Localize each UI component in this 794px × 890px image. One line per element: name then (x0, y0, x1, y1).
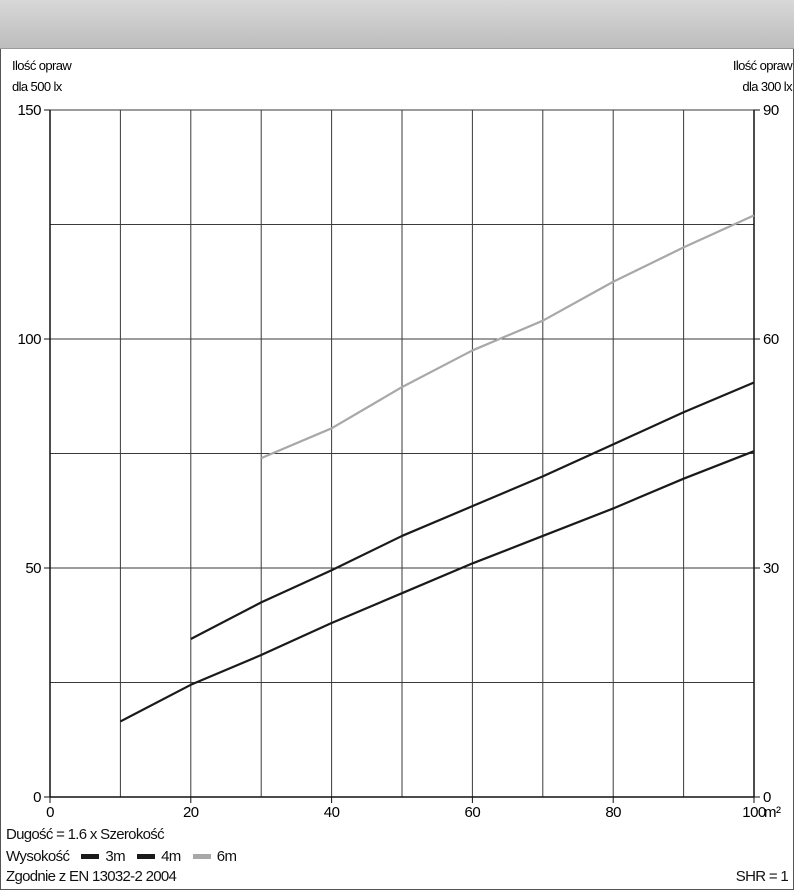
y-right-tick-label: 30 (763, 560, 779, 577)
x-tick-label: 60 (465, 804, 481, 821)
x-tick-label: 80 (605, 804, 621, 821)
legend-swatch-3m (81, 854, 100, 859)
left-axis-title-line1: Ilość opraw (12, 58, 72, 73)
x-unit-label: m² (764, 804, 781, 821)
legend-label-4m: 4m (161, 848, 181, 865)
dimension-note: Dugość = 1.6 x Szerokość (6, 826, 165, 843)
legend-swatch-6m (192, 854, 211, 859)
x-tick-label: 20 (183, 804, 199, 821)
series-layer (119, 214, 755, 723)
y-right-tick-label: 0 (763, 789, 771, 806)
compliance-note: Zgodnie z EN 13032-2 2004 (6, 868, 177, 885)
legend-label-6m: 6m (216, 848, 237, 865)
header-bar (0, 0, 794, 49)
x-tick-label: 100 (742, 804, 766, 821)
x-tick-label: 0 (46, 804, 54, 821)
left-axis-title-line2: dla 500 lx (12, 79, 63, 94)
legend-swatch-4m (137, 854, 156, 859)
series-line-3m (119, 450, 755, 723)
legend-label-3m: 3m (105, 848, 126, 865)
y-right-tick-label: 90 (763, 102, 779, 119)
right-axis-title-line2: dla 300 lx (742, 79, 793, 94)
y-left-tick-label: 150 (17, 102, 41, 119)
legend: Wysokość 3m 4m 6m (6, 848, 237, 865)
x-tick-label: 40 (324, 804, 340, 821)
y-left-tick-label: 100 (17, 331, 41, 348)
shr-note: SHR = 1 (735, 868, 789, 885)
right-axis-title-line1: Ilość opraw (733, 58, 793, 73)
series-line-6m (260, 214, 755, 460)
grid-layer (49, 109, 755, 798)
y-left-tick-label: 50 (25, 560, 41, 577)
legend-height-label: Wysokość (6, 848, 70, 865)
y-left-tick-label: 0 (33, 789, 41, 806)
y-right-tick-label: 60 (763, 331, 779, 348)
